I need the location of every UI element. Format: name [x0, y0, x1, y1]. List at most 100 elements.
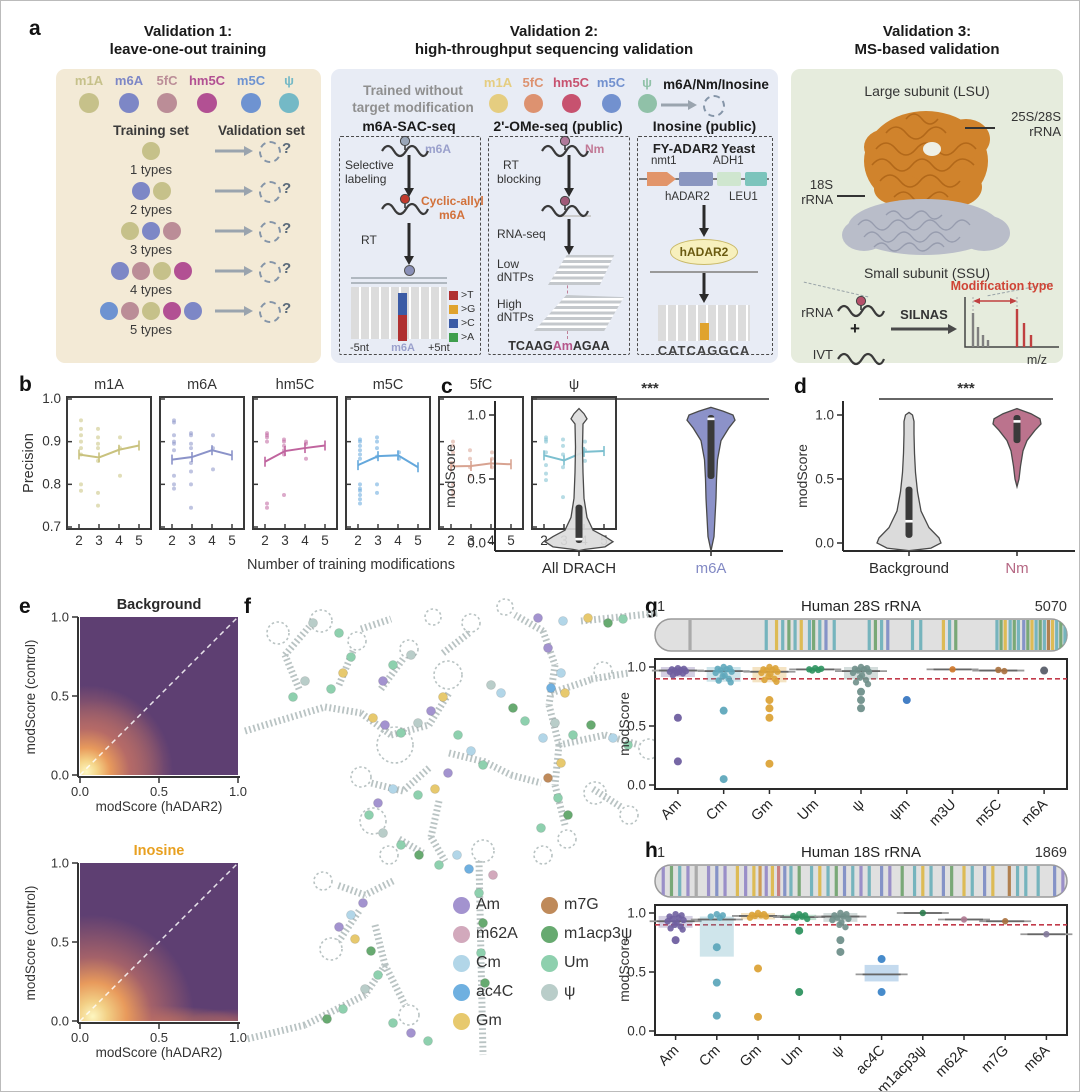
category-label: ac4C — [853, 1043, 888, 1078]
rrna-map-stripe — [661, 866, 665, 896]
training-set-size-label: 2 types — [130, 202, 172, 217]
mod-key-label: ψ — [284, 73, 294, 88]
mismatch-color-swatch — [449, 305, 458, 314]
sac-title: m6A-SAC-seq — [362, 118, 456, 134]
mod-key-dot — [197, 93, 217, 113]
arrow-right-icon — [215, 306, 253, 316]
rrna-map-stripe — [842, 866, 847, 896]
category-label: m3U — [926, 797, 959, 830]
v1-col-validation: Validation set — [217, 123, 306, 138]
rrna-map-stripe — [910, 620, 915, 650]
rna-squiggle-icon — [381, 193, 430, 216]
v3-title: Validation 3: MS-based validation — [827, 23, 1027, 59]
y-axis-label: modScore (control) — [23, 640, 38, 755]
data-point — [854, 667, 862, 674]
sac-product2: m6A — [439, 208, 466, 222]
x-tick-label: 5 — [135, 533, 143, 548]
arrow-down-icon — [699, 205, 709, 237]
rna-loop — [313, 871, 333, 891]
rrna-map-stripe — [921, 866, 925, 896]
data-point — [561, 465, 565, 470]
modification-site-dot — [560, 688, 570, 698]
sac-step1a: Selective — [345, 158, 394, 172]
svg-path — [837, 352, 886, 366]
ome-seq-pre: TCAAG — [508, 339, 553, 353]
rrna-map-stripe — [1003, 620, 1007, 650]
data-point — [96, 441, 100, 446]
rna-helix — [282, 624, 312, 658]
rna-helix — [558, 731, 606, 749]
ome-box — [488, 136, 630, 355]
mod-key-label: m5C — [236, 73, 266, 88]
data-point — [849, 669, 857, 677]
outlier-point — [795, 926, 804, 935]
legend-label: Cm — [476, 954, 501, 971]
y-tick-label: 0.5 — [467, 472, 486, 487]
rna-helix — [481, 757, 513, 779]
legend-dot — [453, 984, 470, 1001]
modification-site-dot — [438, 692, 448, 702]
arrow-right-icon — [661, 100, 697, 110]
data-point — [282, 493, 286, 497]
rna-loop — [266, 621, 290, 645]
rrna-map-stripe — [1015, 866, 1020, 896]
category-label: Background — [869, 560, 949, 577]
plot-frame — [654, 658, 1068, 790]
mean-line — [543, 450, 605, 462]
category-label: All DRACH — [542, 560, 616, 577]
rrna-map-stripe — [770, 866, 775, 896]
category-label: m5C — [972, 797, 1005, 830]
rrna-map-stripe — [797, 866, 801, 896]
data-point — [172, 486, 176, 491]
rrna-map-stripe — [1055, 620, 1059, 650]
data-point — [451, 450, 455, 455]
data-point — [375, 482, 379, 487]
y-tick-label: 1.0 — [51, 856, 69, 871]
data-point — [211, 467, 215, 472]
outlier-point — [765, 759, 774, 768]
modification-site-dot — [618, 614, 628, 624]
modification-site-dot — [358, 898, 368, 908]
y-tick-label: 1.0 — [42, 391, 61, 406]
mean-line — [264, 444, 326, 463]
data-point — [189, 505, 193, 510]
v3-ivt-label: IVT — [812, 347, 833, 362]
rrna-map-stripe — [1026, 620, 1030, 650]
rrna-map-bar — [654, 618, 1068, 652]
rrna-map-stripe — [851, 866, 855, 896]
y-tick-label: 0.5 — [51, 689, 69, 704]
data-point — [669, 672, 677, 679]
rna-helix — [303, 991, 367, 1029]
category-label: ψ — [849, 797, 868, 816]
data-point — [799, 913, 806, 920]
rrna-map-stripe — [787, 620, 791, 650]
data-point — [265, 505, 269, 510]
data-point — [919, 909, 926, 917]
rna-helix — [335, 881, 367, 899]
outlier-point — [673, 713, 682, 722]
data-point — [561, 437, 565, 442]
y-tick-label: 0.0 — [467, 536, 486, 551]
panel-c-label: c — [441, 375, 453, 398]
mod-key-label: m5C — [596, 75, 626, 90]
violin-median — [575, 537, 583, 541]
sac-strand-line — [351, 277, 447, 279]
modification-site-dot — [452, 850, 462, 860]
modification-site-dot — [380, 720, 390, 730]
x-tick-label: 0.5 — [150, 784, 168, 799]
rrna-map-stripe — [886, 620, 890, 650]
legend-dot — [541, 984, 558, 1001]
mean-line — [357, 454, 419, 469]
violin-median — [707, 417, 715, 421]
ome-blocked-read — [561, 215, 591, 217]
modification-site-dot — [543, 773, 553, 783]
svg-polygon — [244, 266, 253, 276]
subplot-title: 5fC — [470, 377, 493, 393]
v3-method-label: SILNAS — [900, 307, 948, 322]
modification-site-dot — [334, 922, 344, 932]
validation-unknown-icon — [259, 301, 281, 323]
validation-unknown-icon — [259, 181, 281, 203]
modification-site-dot — [426, 706, 436, 716]
x-tick-label: 2 — [540, 533, 548, 548]
